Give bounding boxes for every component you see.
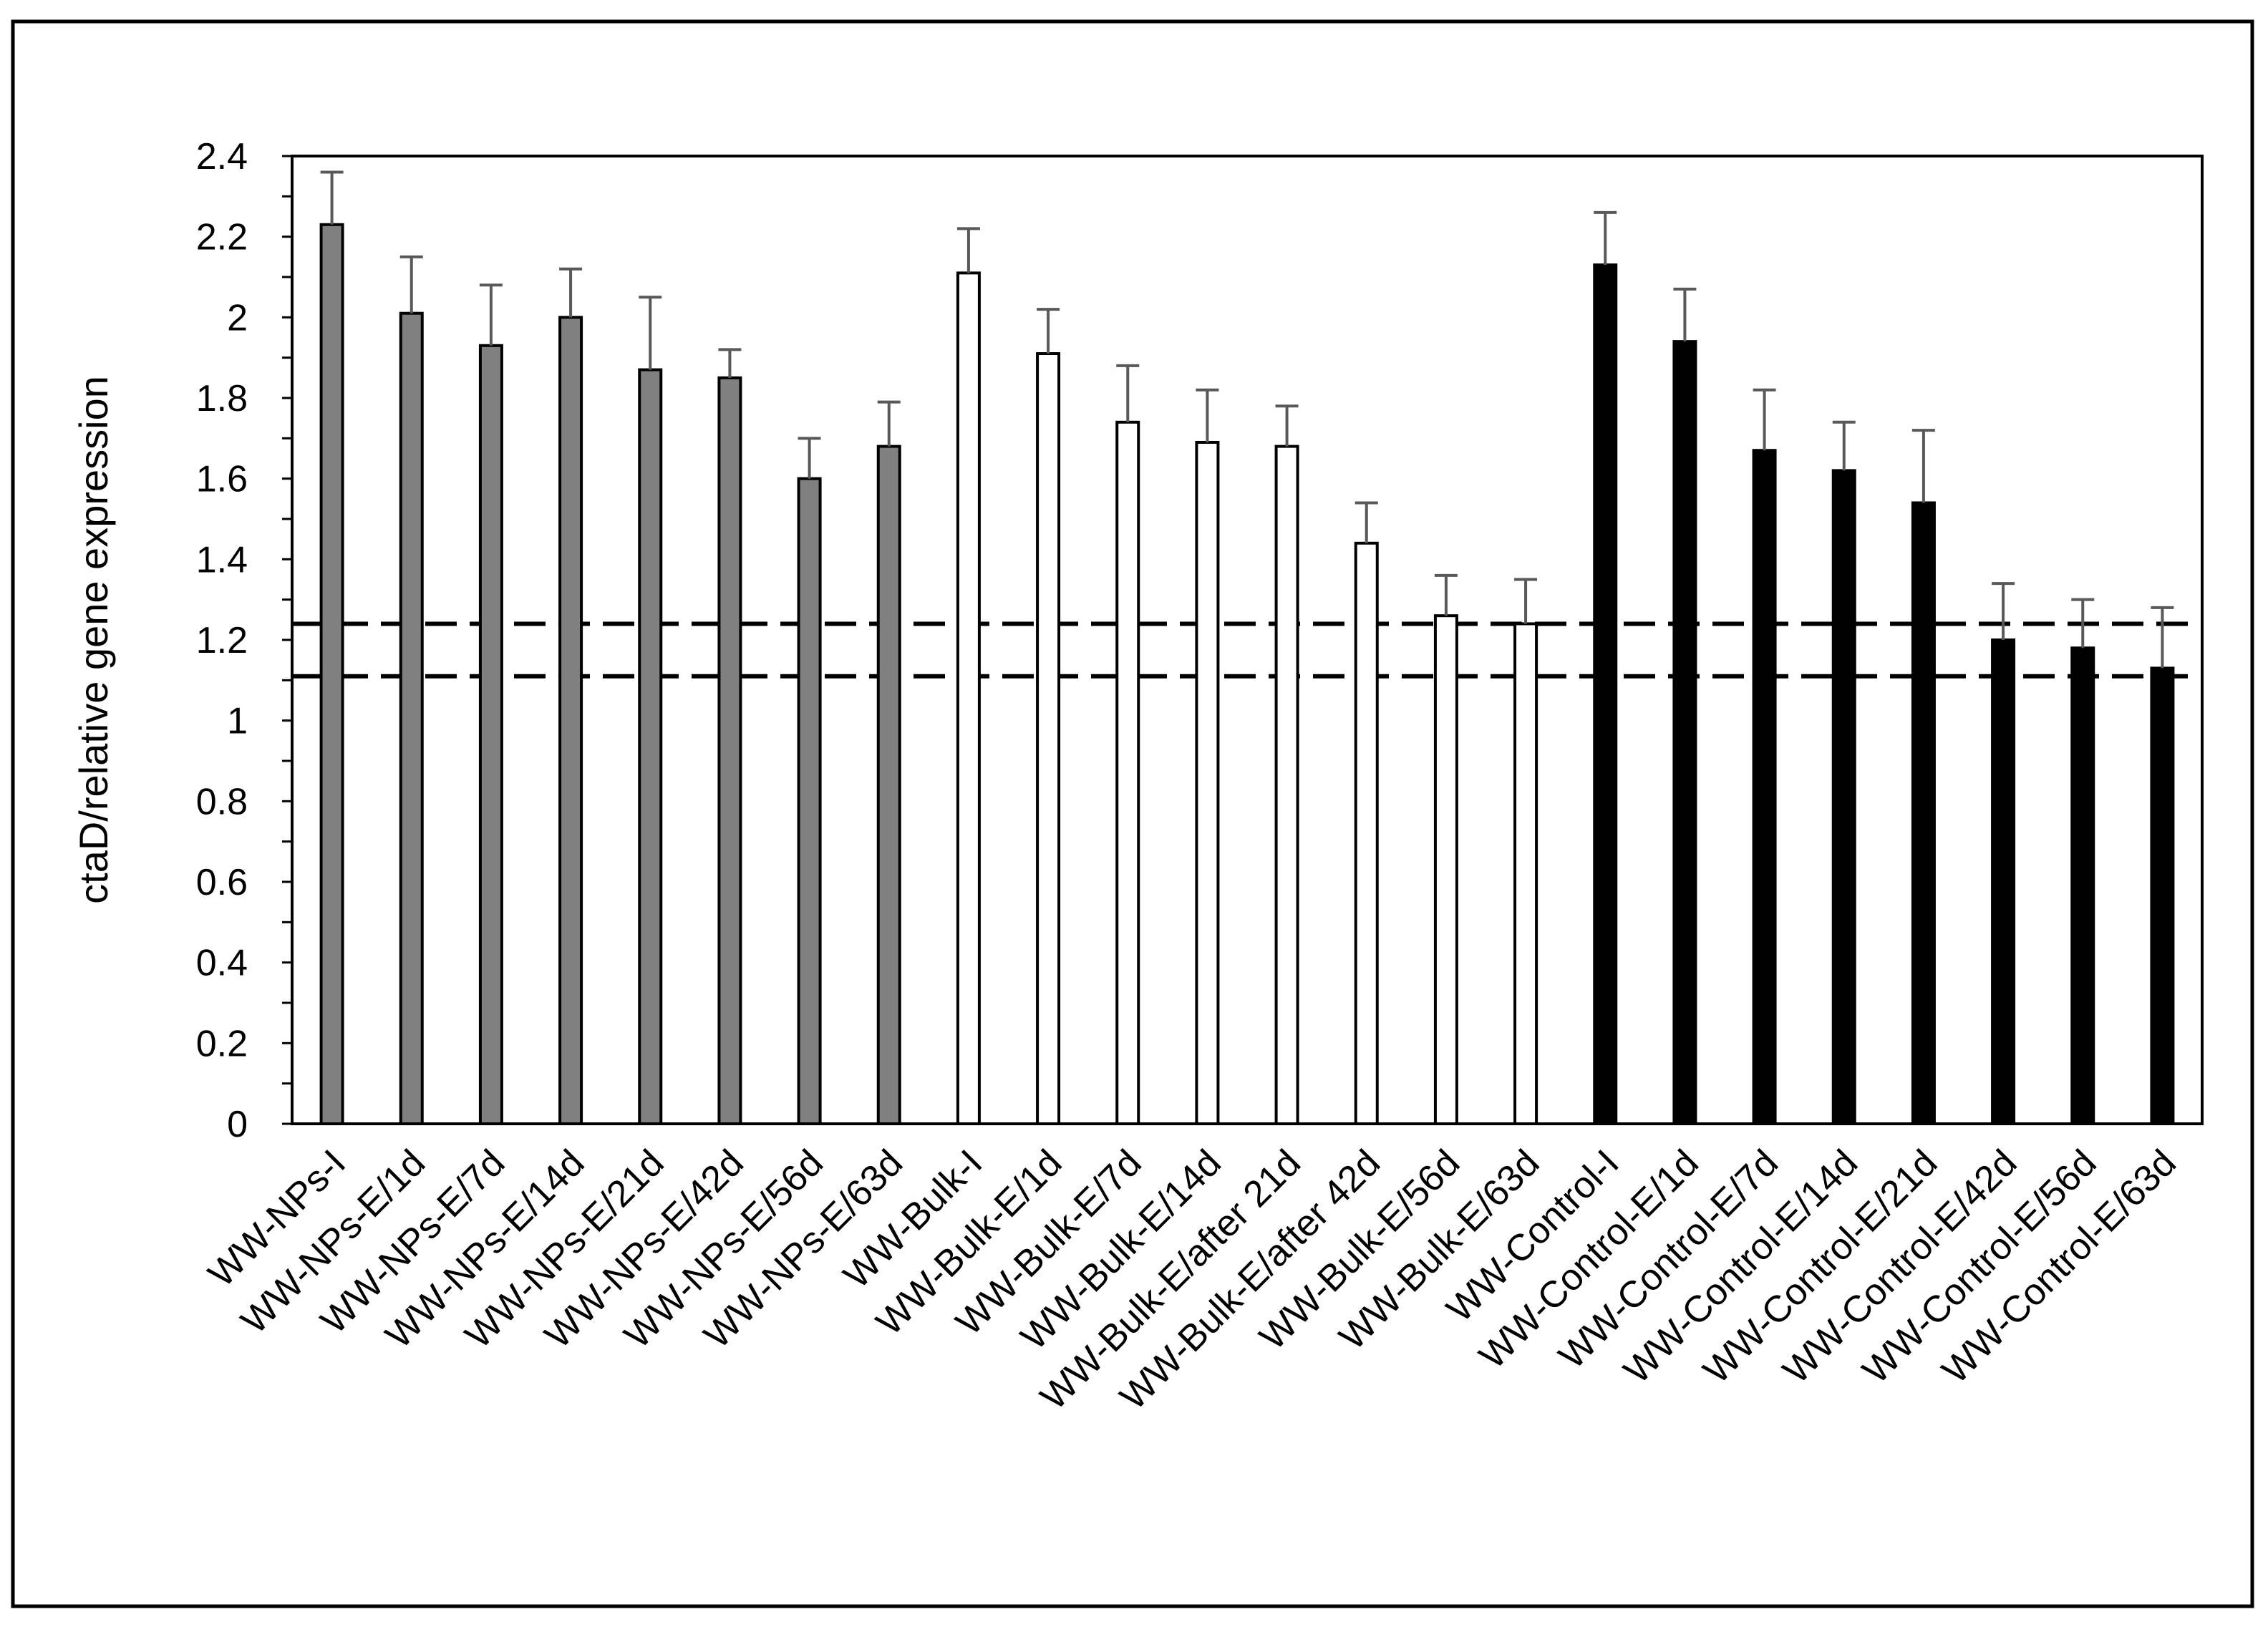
bar <box>1274 445 1299 1125</box>
bar <box>1036 352 1061 1125</box>
y-tick-label: 1.8 <box>196 378 248 419</box>
y-tick-label: 0.4 <box>196 943 248 984</box>
bar <box>638 368 663 1125</box>
y-tick-label: 0.8 <box>196 781 248 822</box>
y-tick-label: 2.2 <box>196 217 248 258</box>
bar <box>1195 440 1220 1125</box>
y-tick-label: 0.6 <box>196 862 248 903</box>
y-tick-label: 1.2 <box>196 620 248 661</box>
bar <box>1991 638 2016 1125</box>
bar <box>558 316 583 1125</box>
bar <box>1831 469 1856 1125</box>
y-tick-label: 2 <box>227 297 248 339</box>
bar <box>717 376 742 1125</box>
reference-lines <box>292 621 2202 679</box>
bar <box>1752 449 1777 1125</box>
bar <box>876 445 901 1125</box>
bar <box>2070 646 2095 1125</box>
bar <box>797 477 822 1125</box>
y-tick-label: 0.2 <box>196 1023 248 1064</box>
y-axis: 0 0.2 0.4 0.6 0.8 1 1.2 1.4 1.6 1.8 2 2.2 2.4 <box>196 136 292 1145</box>
y-tick-label: 0 <box>227 1104 248 1145</box>
bar <box>2150 666 2175 1125</box>
y-tick-label: 1.4 <box>196 539 248 581</box>
bar <box>1513 622 1538 1125</box>
bar <box>1911 501 1936 1125</box>
bar <box>1115 420 1140 1125</box>
bars <box>319 223 2175 1126</box>
bar <box>478 344 503 1125</box>
bar <box>399 311 424 1126</box>
y-tick-label: 1 <box>227 701 248 742</box>
y-axis-title: ctaD/relative gene expression <box>71 376 116 904</box>
bar <box>1672 340 1697 1126</box>
bar <box>1433 614 1458 1125</box>
bar <box>956 271 981 1125</box>
y-tick-label: 2.4 <box>196 136 248 178</box>
error-bars <box>320 170 2174 669</box>
y-tick-label: 1.6 <box>196 459 248 500</box>
bar <box>1354 541 1379 1125</box>
bar <box>1593 263 1618 1126</box>
bar <box>319 223 344 1125</box>
